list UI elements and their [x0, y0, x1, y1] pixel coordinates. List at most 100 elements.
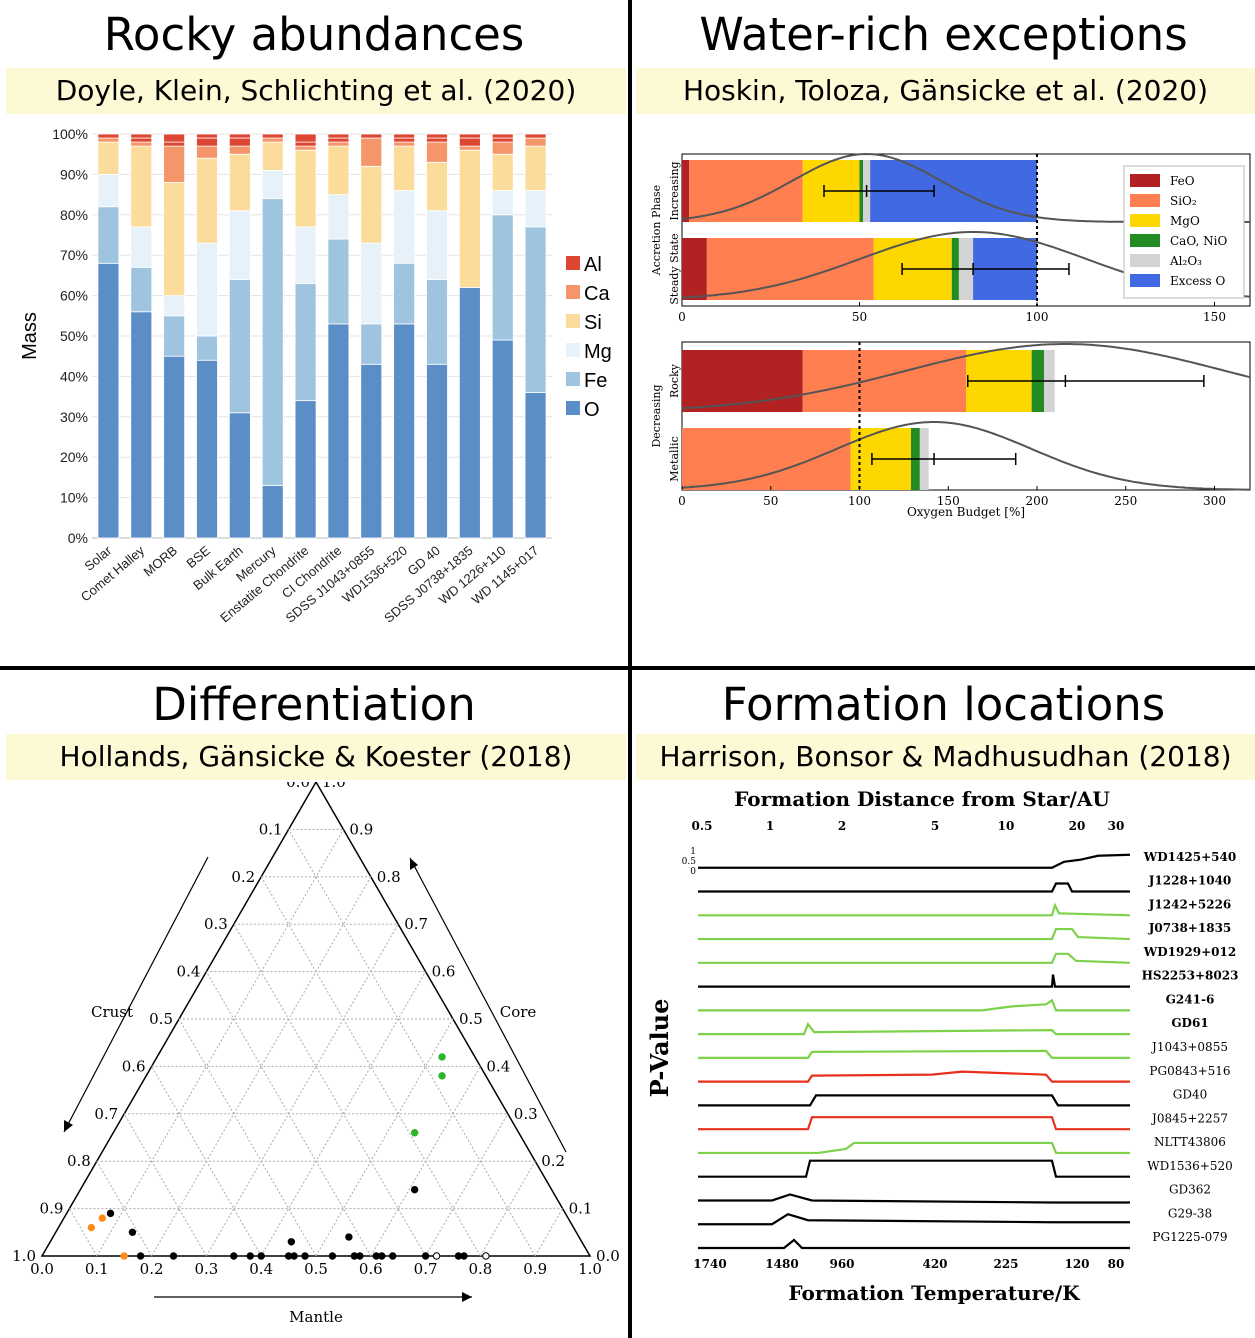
axis-label-core: Core	[500, 1003, 537, 1021]
x-tick-label: 100	[848, 494, 871, 508]
bar-segment-fe	[97, 206, 120, 264]
row-label: Rocky	[668, 363, 681, 398]
crust-arrowhead	[64, 1120, 73, 1132]
bottom-tick-label: 225	[993, 1257, 1018, 1271]
bar-segment-ca	[458, 145, 481, 151]
legend-label: Al₂O₃	[1169, 254, 1202, 268]
data-point-green	[438, 1072, 446, 1080]
data-point	[389, 1252, 397, 1260]
bottom-tick-label: 0.7	[414, 1260, 438, 1278]
left-tick-label: 0.0	[286, 782, 310, 791]
bar-segment-fe	[163, 315, 186, 357]
bar-segment-mg	[163, 295, 186, 317]
grid-line	[178, 1018, 317, 1257]
left-tick-label: 0.2	[231, 868, 255, 886]
bar-segment-fe	[524, 226, 547, 393]
bar-segment-ca	[524, 137, 547, 147]
right-tick-label: 0.4	[486, 1057, 510, 1075]
bar-segment-o	[524, 392, 547, 539]
bottom-tick-label: 0.0	[30, 1260, 54, 1278]
grid-line	[233, 923, 427, 1257]
star-label: NLTT43806	[1154, 1135, 1226, 1149]
bar-segment-top	[491, 133, 514, 139]
p-value-curve	[698, 853, 1131, 869]
grid-line	[68, 1208, 98, 1257]
star-label: J1043+0855	[1150, 1040, 1228, 1054]
bottom-tick-label: 0.3	[194, 1260, 218, 1278]
bar-segment-mg	[524, 190, 547, 228]
stack-segment	[682, 350, 803, 412]
grid-line	[205, 971, 372, 1257]
bar-segment-o	[97, 262, 120, 539]
legend-swatch	[1130, 274, 1160, 287]
p-value-curve	[698, 1049, 1130, 1059]
bar-segment-o	[196, 359, 218, 539]
axis-label-crust: Crust	[91, 1003, 133, 1021]
core-arrow	[409, 857, 567, 1153]
bar-segment-fe	[196, 335, 218, 361]
left-tick-label: 0.6	[122, 1057, 146, 1075]
data-point	[257, 1252, 265, 1260]
top-tick-label: 0.5	[692, 819, 713, 833]
p-value-curve	[698, 927, 1131, 941]
star-label: J1242+5226	[1148, 897, 1232, 911]
bar-segment-si	[458, 149, 481, 288]
grid-line	[151, 876, 372, 1257]
data-point	[328, 1252, 337, 1260]
left-tick-label: 0.1	[259, 820, 283, 838]
star-label: WD1929+012	[1143, 945, 1236, 959]
x-axis-label: Formation Temperature/K	[788, 1281, 1080, 1305]
bar-segment-mg	[130, 226, 153, 268]
x-tick-label: 50	[852, 310, 867, 324]
bar-segment-o	[327, 323, 350, 539]
bar-segment-o	[426, 363, 448, 539]
grid-line	[315, 1018, 454, 1257]
left-tick-label: 0.7	[94, 1105, 118, 1123]
right-tick-label: 0.1	[569, 1200, 593, 1218]
axis-label-mantle: Mantle	[289, 1308, 343, 1326]
right-tick-label: 0.3	[514, 1105, 538, 1123]
bar-segment-fe	[294, 283, 317, 402]
star-label: HS2253+8023	[1142, 969, 1239, 983]
legend-swatch	[1130, 174, 1160, 187]
bottom-tick-label: 0.4	[249, 1260, 273, 1278]
data-point-green	[410, 1129, 419, 1137]
bar-segment-ca	[393, 141, 416, 147]
bar-segment-al	[458, 137, 481, 147]
p-value-curve	[698, 1116, 1130, 1131]
bar-segment-al	[130, 137, 153, 143]
data-point	[421, 1252, 430, 1260]
bar-segment-al	[228, 137, 251, 147]
bar-segment-si	[261, 141, 284, 171]
p-value-curve	[698, 1238, 1130, 1250]
bar-segment-ca	[228, 145, 251, 155]
bar-segment-o	[261, 485, 284, 539]
bar-segment-si	[97, 141, 120, 175]
bar-segment-si	[294, 149, 317, 228]
stack-segment	[802, 350, 966, 412]
data-point-orange	[87, 1223, 96, 1232]
top-tick-label: 5	[931, 819, 939, 833]
bar-segment-al	[393, 137, 416, 143]
star-label: PG0843+516	[1149, 1064, 1230, 1078]
bottom-tick-label: 80	[1108, 1257, 1125, 1271]
bottom-tick-label: 0.1	[85, 1260, 109, 1278]
bottom-tick-label: 1.0	[578, 1260, 602, 1278]
grid-line	[425, 1113, 509, 1257]
x-tick-label: 0	[678, 310, 686, 324]
bar-segment-si	[360, 165, 383, 244]
bar-segment-si	[524, 145, 547, 191]
bar-segment-top	[196, 133, 218, 139]
diff-panel: Differentiation Hollands, Gänsicke & Koe…	[0, 670, 628, 1338]
star-label: J0738+1835	[1148, 921, 1232, 935]
legend-swatch	[1130, 214, 1160, 227]
bottom-tick-label: 420	[922, 1257, 947, 1271]
data-point	[350, 1252, 359, 1260]
row-label: Metallic	[668, 436, 681, 481]
star-label: WD1536+520	[1147, 1159, 1232, 1173]
formation-location-chart: Formation Distance from Star/AU0.5 1 2 5 10 2…	[645, 787, 1239, 1305]
x-tick-label: 50	[763, 494, 778, 508]
distribution-curve	[681, 421, 1251, 491]
left-tick-label: 0.3	[204, 915, 228, 933]
data-point	[301, 1252, 309, 1260]
